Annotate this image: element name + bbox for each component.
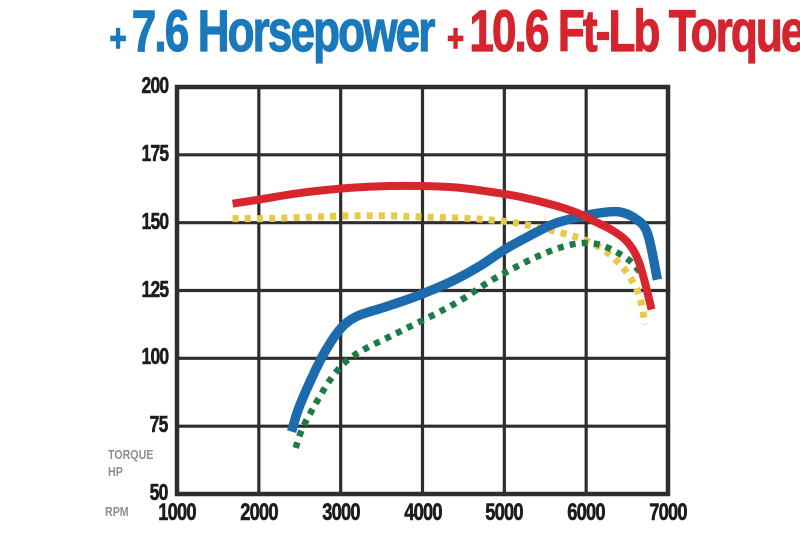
series-hp-after (287, 206, 663, 433)
series-torque-before (232, 212, 649, 326)
plus-icon: + (447, 17, 465, 61)
x-axis-caption-rpm: RPM (105, 504, 129, 519)
title-torque-gain: +10.6 Ft-Lb Torque (447, 0, 800, 71)
title-torque-label: 10.6 Ft-Lb Torque (469, 0, 800, 64)
series-torque-after (231, 181, 656, 311)
page-title-text: +7.6 Horsepower +10.6 Ft-Lb Torque (109, 0, 800, 71)
page-title: +7.6 Horsepower +10.6 Ft-Lb Torque (0, 0, 800, 71)
y-axis-caption-hp: HP (108, 464, 123, 479)
y-axis-caption-torque: TORQUE (108, 447, 154, 462)
title-horsepower-label: 7.6 Horsepower (131, 0, 435, 64)
series-hp-before (292, 239, 647, 449)
title-horsepower-gain: +7.6 Horsepower (109, 0, 436, 71)
plus-icon: + (109, 17, 127, 61)
